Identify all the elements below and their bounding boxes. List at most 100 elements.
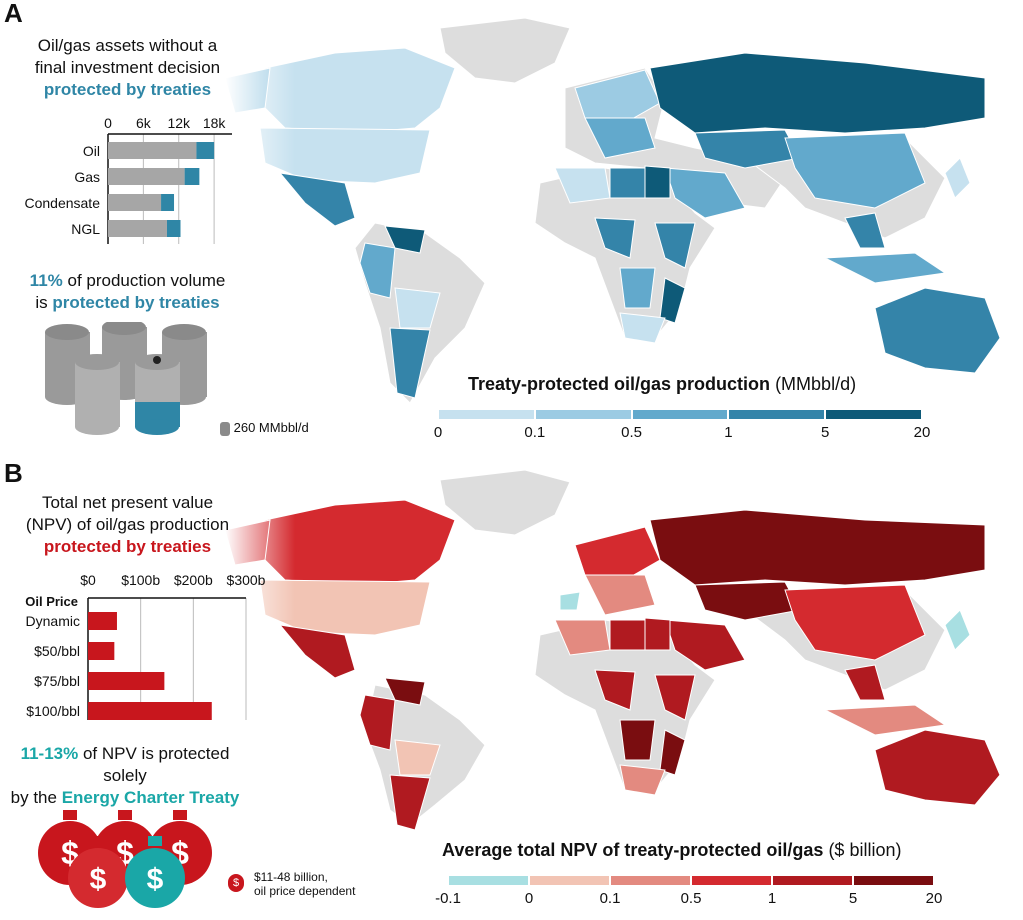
- barrel-mini-icon: [220, 421, 230, 436]
- middle-east-shape: [664, 167, 746, 219]
- china-shape: [784, 584, 926, 661]
- stat-a-text2: is: [35, 293, 48, 312]
- legend-b-scale: -0.1 0 0.1 0.5 1 5 20: [435, 876, 942, 916]
- se-asia-shape: [844, 664, 886, 701]
- bolivia-shape: [394, 739, 441, 776]
- world-map-a: [225, 17, 1001, 404]
- ect-text1: of NPV is protected solely: [82, 744, 230, 785]
- europe-north-shape: [574, 526, 661, 581]
- callout-fade-a: [225, 53, 295, 173]
- japan-shape: [944, 609, 971, 651]
- legend-tick-label: 0: [524, 890, 534, 907]
- bag-unit-line2: oil price dependent: [254, 884, 356, 898]
- bar: [88, 612, 117, 630]
- venezuela-shape: [384, 225, 426, 254]
- legend-swatch: [611, 876, 690, 885]
- bar-segment: [196, 142, 215, 159]
- panel-b-ect-stat: 11-13% of NPV is protected solely by the…: [5, 743, 245, 809]
- bar-segment: [108, 142, 197, 159]
- category-label: NGL: [71, 221, 100, 237]
- legend-tick-label: 1: [724, 424, 733, 441]
- legend-tick-label: 0.1: [524, 424, 546, 441]
- kazakhstan-shape: [694, 581, 801, 621]
- south-africa-shape: [619, 764, 666, 796]
- panel-b-caption: Total net present value (NPV) of oil/gas…: [20, 492, 235, 558]
- caption-b-line2: (NPV) of oil/gas production: [25, 515, 230, 534]
- east-africa-shape: [654, 222, 696, 269]
- world-map-b: [225, 470, 1001, 830]
- x-tick-label: $200b: [174, 572, 213, 588]
- category-label: Condensate: [24, 195, 100, 211]
- caption-a-line3: protected by treaties: [43, 80, 212, 99]
- legend-swatch: [826, 410, 921, 419]
- caption-b-line3: protected by treaties: [43, 537, 212, 556]
- legend-b-title-bold: Average total NPV of treaty-protected oi…: [442, 840, 824, 860]
- legend-tick-label: 0.5: [680, 890, 702, 907]
- x-tick-label: $0: [80, 572, 96, 588]
- barrel-unit: 260 MMbbl/d: [233, 420, 309, 435]
- mexico-shape: [278, 172, 356, 227]
- bar-segment: [108, 220, 167, 237]
- russia-shape: [649, 52, 986, 134]
- chart-a-no-fid-assets: 0 6k 12k 18k Oil Gas Condensate NGL: [24, 115, 232, 244]
- greenland-shape: [439, 470, 571, 536]
- australia-shape: [874, 729, 1001, 806]
- mozambique-shape: [659, 277, 686, 324]
- panel-a-label: A: [4, 0, 23, 28]
- mozambique-shape: [659, 729, 686, 776]
- japan-shape: [944, 157, 971, 199]
- mexico-shape: [278, 624, 356, 679]
- legend-a-title-unit: (MMbbl/d): [775, 374, 857, 394]
- panel-b-label: B: [4, 458, 23, 488]
- caption-a-line1: Oil/gas assets without a: [37, 36, 218, 55]
- money-bag-icons: $ $ $ $ $: [38, 810, 212, 908]
- legend-a-title: Treaty-protected oil/gas production (MMb…: [468, 374, 856, 395]
- legend-a-scale: 0 0.1 0.5 1 5 20: [434, 410, 930, 445]
- peru-shape: [359, 242, 396, 299]
- se-asia-shape: [844, 212, 886, 249]
- legend-tick-label: 0.5: [621, 424, 643, 441]
- money-bag-icon: $: [68, 836, 128, 908]
- europe-central-shape: [584, 574, 656, 616]
- bar: [88, 702, 212, 720]
- money-bag-unit: $11-48 billion, oil price dependent: [254, 870, 355, 898]
- middle-east-shape: [664, 619, 746, 671]
- greenland-shape: [439, 17, 571, 84]
- bar-segment: [161, 194, 175, 211]
- bar-segment: [184, 168, 200, 185]
- south-africa-shape: [619, 312, 666, 344]
- legend-tick-label: 5: [848, 890, 858, 907]
- category-label: Gas: [74, 169, 100, 185]
- egypt-shape: [644, 617, 671, 651]
- indonesia-shape: [823, 704, 947, 736]
- legend-swatch: [449, 876, 528, 885]
- ect-pct: 11-13%: [20, 744, 79, 763]
- legend-swatch: [535, 410, 631, 419]
- legend-tick-label: 1: [767, 890, 777, 907]
- stat-a-text3: protected by treaties: [52, 293, 220, 312]
- legend-swatch: [729, 410, 825, 419]
- legend-swatch: [632, 410, 728, 419]
- caption-a-line2: final investment decision: [34, 58, 221, 77]
- china-shape: [784, 132, 926, 209]
- money-bag-mini-icon: $: [228, 874, 244, 892]
- egypt-shape: [644, 165, 671, 199]
- ect-text2: by the: [10, 788, 57, 807]
- money-bag-icon-ect: $: [125, 836, 185, 908]
- category-label: $100/bbl: [26, 703, 80, 719]
- bar: [88, 672, 165, 690]
- legend-b-title-unit: ($ billion): [828, 840, 902, 860]
- libya-shape: [609, 167, 646, 199]
- kazakhstan-shape: [694, 129, 801, 169]
- bolivia-shape: [394, 287, 441, 329]
- barrel-icons: [45, 322, 207, 435]
- east-africa-shape: [654, 674, 696, 721]
- central-africa-shape: [594, 669, 636, 711]
- bar: [88, 642, 115, 660]
- x-tick-label: 0: [104, 115, 112, 131]
- panel-a-caption: Oil/gas assets without a final investmen…: [20, 35, 235, 101]
- legend-tick-label: -0.1: [435, 890, 461, 907]
- barrel-icon: [75, 354, 120, 435]
- stat-a-text1: of production volume: [67, 271, 226, 290]
- legend-swatch: [530, 876, 609, 885]
